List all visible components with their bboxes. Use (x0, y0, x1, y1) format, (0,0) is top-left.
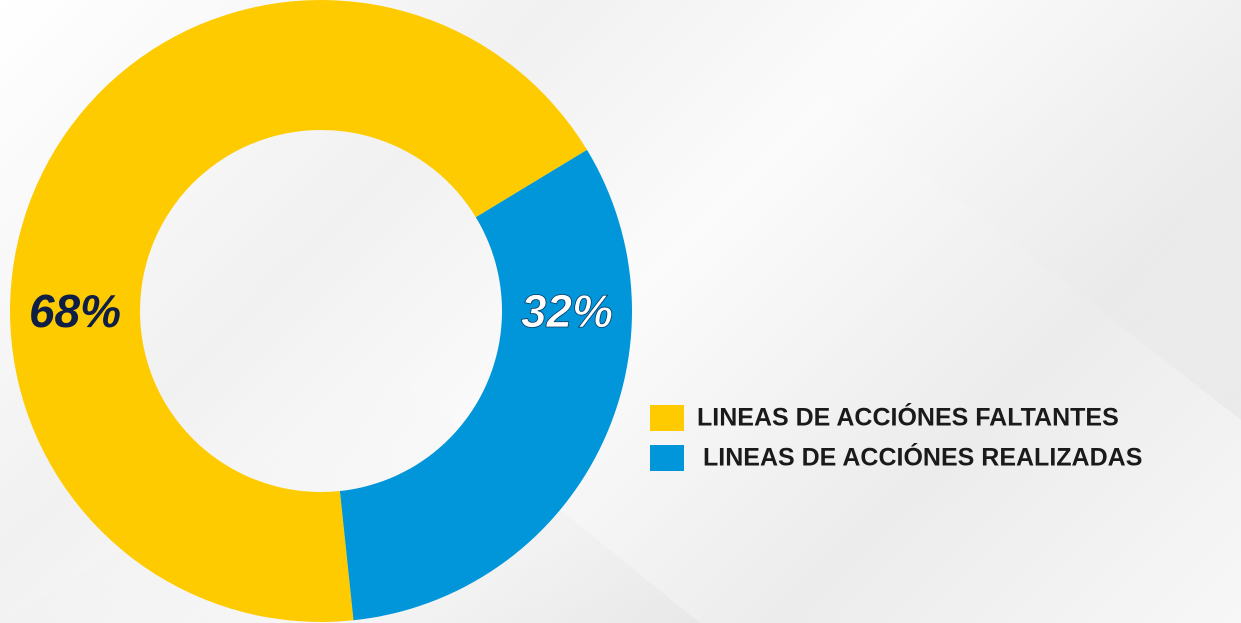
value-label: 68% (29, 285, 121, 337)
legend-swatch (650, 405, 684, 431)
donut-slice (10, 0, 588, 622)
value-label: 32% (521, 285, 613, 337)
legend-label: LINEAS DE ACCIÓNES FALTANTES (697, 402, 1119, 432)
donut-slice (339, 149, 632, 621)
legend-swatch (650, 445, 684, 471)
background-shape (700, 0, 1241, 420)
legend-label: LINEAS DE ACCIÓNES REALIZADAS (703, 442, 1142, 472)
